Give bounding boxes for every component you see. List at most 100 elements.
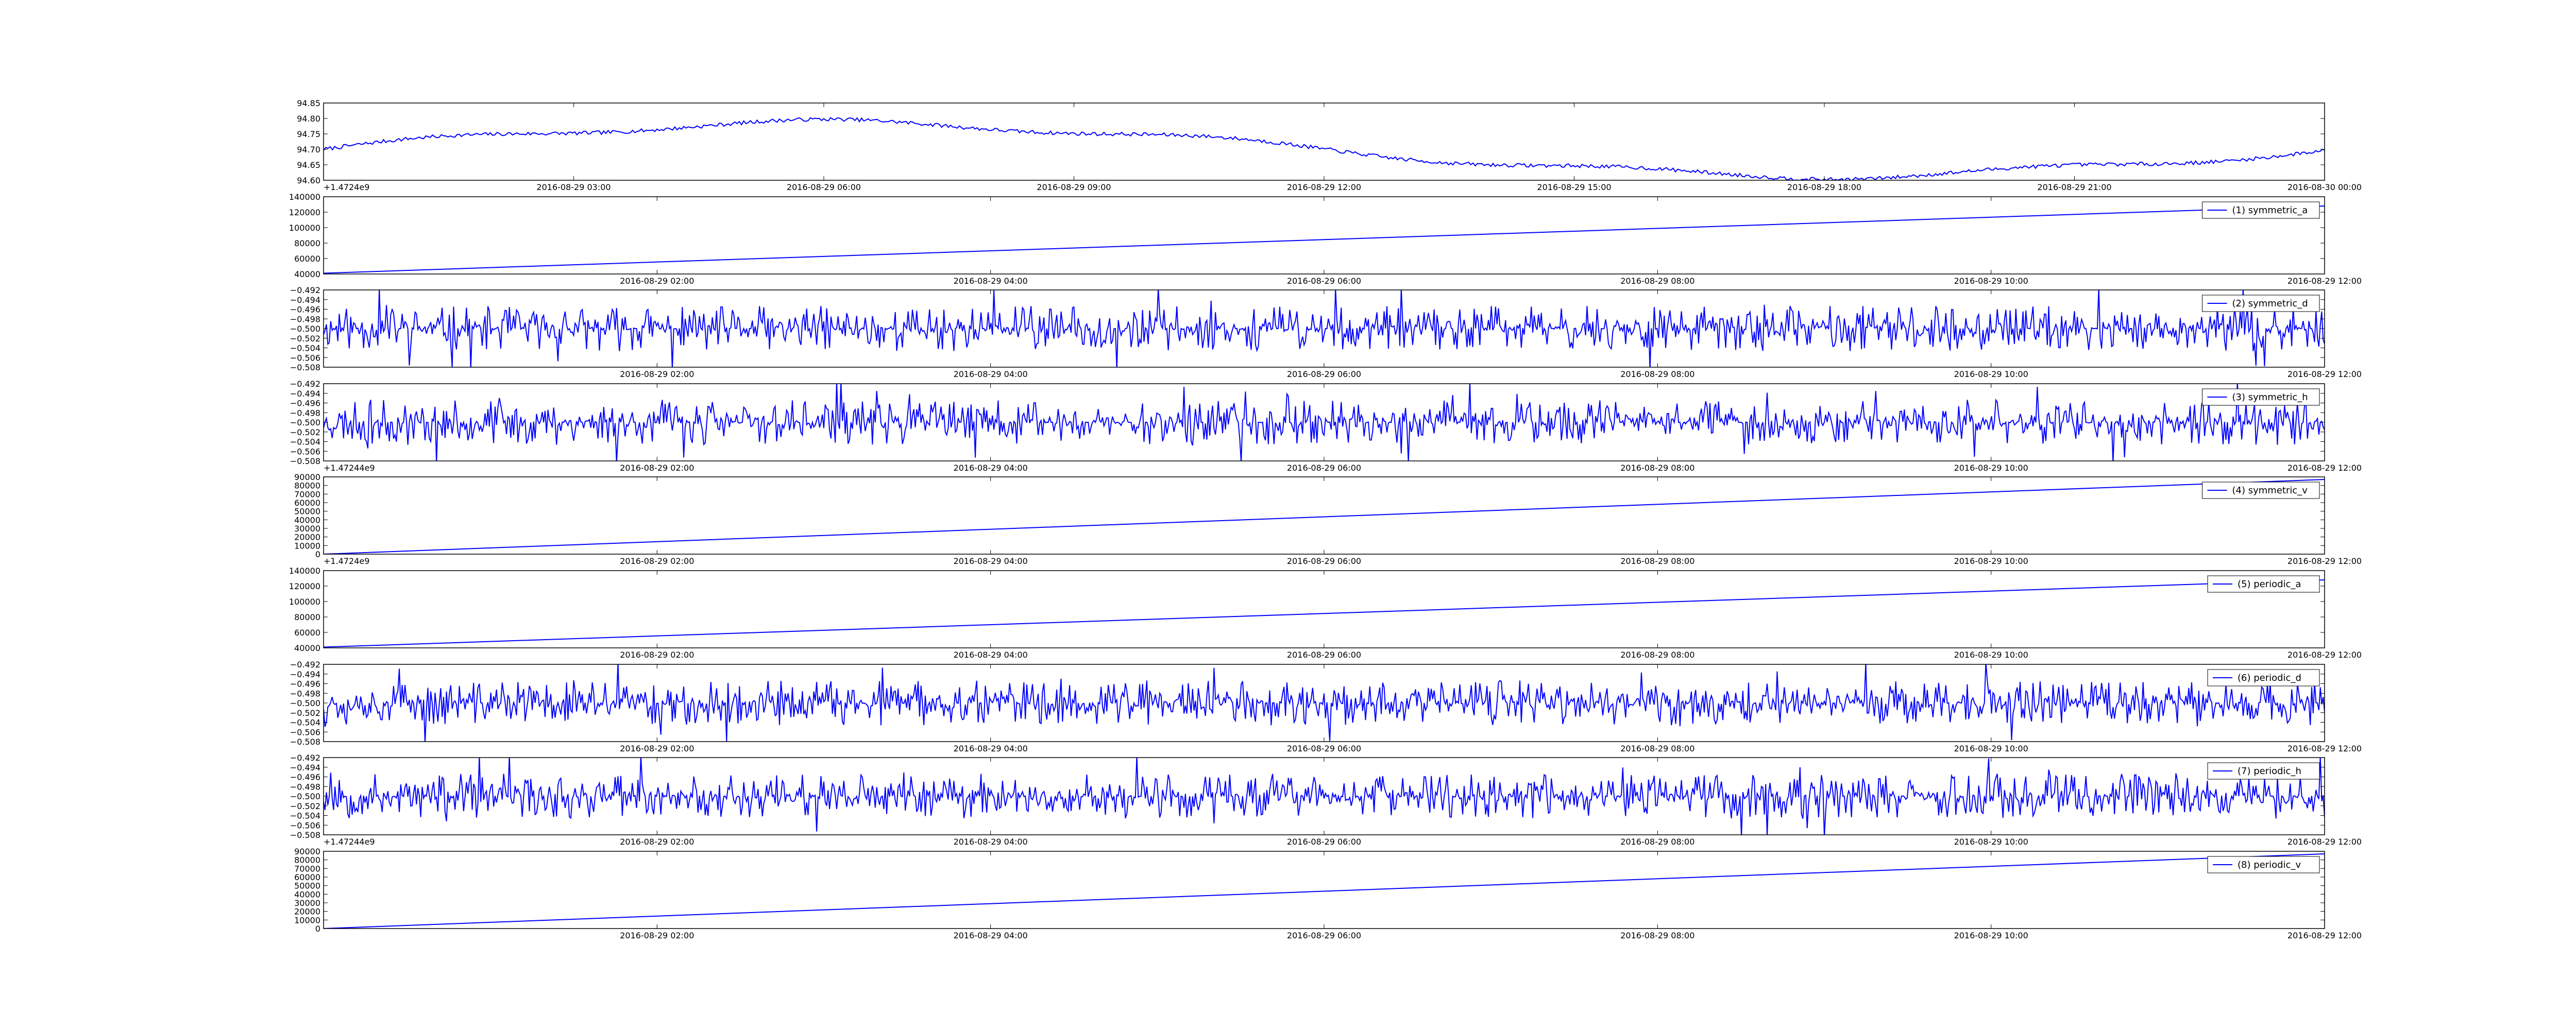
x-tick-label: 2016-08-29 15:00 [1537, 182, 1611, 192]
y-tick-label: 40000 [294, 643, 320, 653]
x-tick-label: 2016-08-29 10:00 [1954, 744, 2028, 753]
y-tick-label: −0.492 [290, 660, 320, 670]
x-tick-label: 2016-08-29 02:00 [620, 369, 694, 379]
y-tick-label: −0.492 [290, 379, 320, 389]
legend: (5) periodic_a [2207, 575, 2320, 593]
y-tick-label: 60000 [294, 872, 320, 882]
y-tick-label: −0.504 [290, 811, 320, 821]
y-tick-label: 60000 [294, 254, 320, 264]
x-tick-label: 2016-08-29 10:00 [1954, 369, 2028, 379]
series-line-6-1 [324, 579, 2325, 648]
y-tick-label: 40000 [294, 515, 320, 525]
x-tick-label: 2016-08-29 12:00 [2287, 556, 2362, 566]
subplot-8: −0.508−0.506−0.504−0.502−0.500−0.498−0.4… [290, 753, 2362, 847]
y-tick-label: 50000 [294, 881, 320, 891]
legend: (2) symmetric_d [2202, 295, 2320, 312]
series-line-8-1 [324, 758, 2325, 835]
series-line-4-1 [324, 384, 2325, 461]
x-tick-label: 2016-08-29 02:00 [620, 556, 694, 566]
axes-frame [323, 664, 2325, 742]
y-tick-label: 70000 [294, 864, 320, 873]
y-tick-label: −0.494 [290, 763, 320, 772]
y-tick-label: 60000 [294, 498, 320, 508]
y-tick-label: 140000 [289, 192, 320, 202]
legend: (4) symmetric_v [2202, 482, 2320, 499]
x-tick-label: 2016-08-29 12:00 [2287, 463, 2362, 473]
y-tick-label: 80000 [294, 481, 320, 491]
y-tick-label: 30000 [294, 524, 320, 534]
x-tick-label: 2016-08-29 06:00 [1287, 650, 1361, 660]
x-tick-label: 2016-08-29 08:00 [1620, 744, 1694, 753]
x-tick-label: 2016-08-29 08:00 [1620, 837, 1694, 847]
y-tick-label: 94.70 [297, 145, 320, 154]
y-tick-label: 94.65 [297, 160, 320, 170]
x-tick-label: 2016-08-29 02:00 [620, 650, 694, 660]
y-tick-label: −0.504 [290, 437, 320, 447]
x-tick-label: 2016-08-29 08:00 [1620, 276, 1694, 286]
series-line-3-1 [324, 290, 2325, 367]
x-offset-label: +1.47244e9 [324, 837, 375, 847]
legend-label: (2) symmetric_d [2232, 298, 2308, 309]
x-tick-label: 2016-08-29 06:00 [1287, 369, 1361, 379]
axes-frame [323, 570, 2325, 648]
x-tick-label: 2016-08-29 08:00 [1620, 369, 1694, 379]
subplot-1: 94.60 94.65 94.70 94.75 94.80 94.85 2016-08-29… [297, 98, 2362, 192]
x-offset-label: +1.4724e9 [324, 182, 369, 192]
y-tick-label: −0.492 [290, 753, 320, 763]
series-line-7-1 [324, 664, 2325, 742]
x-tick-label: 2016-08-29 03:00 [536, 182, 611, 192]
y-tick-label: 80000 [294, 855, 320, 865]
y-tick-label: −0.498 [290, 689, 320, 698]
y-tick-label: 40000 [294, 889, 320, 899]
y-tick-label: −0.498 [290, 314, 320, 324]
x-tick-label: 2016-08-29 09:00 [1037, 182, 1111, 192]
y-tick-label: 50000 [294, 507, 320, 517]
y-tick-label: −0.502 [290, 801, 320, 811]
x-tick-label: 2016-08-29 08:00 [1620, 463, 1694, 473]
y-tick-label: 20000 [294, 907, 320, 917]
x-tick-label: 2016-08-29 02:00 [620, 276, 694, 286]
y-tick-label: 120000 [289, 208, 320, 217]
legend-label: (6) periodic_d [2238, 673, 2301, 683]
x-tick-label: 2016-08-29 06:00 [1287, 463, 1361, 473]
x-tick-label: 2016-08-29 06:00 [1287, 837, 1361, 847]
subplot-9: 0100002000030000400005000060000700008000… [294, 847, 2362, 940]
y-tick-label: 0 [315, 924, 320, 934]
y-tick-label: 94.85 [297, 98, 320, 108]
x-tick-label: 2016-08-29 06:00 [1287, 276, 1361, 286]
x-tick-label: 2016-08-29 04:00 [954, 744, 1028, 753]
x-tick-label: 2016-08-29 12:00 [1287, 182, 1361, 192]
x-tick-label: 2016-08-29 08:00 [1620, 931, 1694, 940]
x-tick-label: 2016-08-29 10:00 [1954, 276, 2028, 286]
x-tick-label: 2016-08-29 02:00 [620, 463, 694, 473]
x-tick-label: 2016-08-29 06:00 [787, 182, 861, 192]
x-tick-label: 2016-08-29 12:00 [2287, 931, 2362, 940]
y-tick-label: 140000 [289, 566, 320, 576]
y-tick-label: −0.496 [290, 679, 320, 689]
y-tick-label: −0.508 [290, 363, 320, 372]
x-tick-label: 2016-08-29 10:00 [1954, 837, 2028, 847]
y-tick-label: −0.500 [290, 418, 320, 427]
series-line-2-1 [324, 205, 2325, 274]
y-tick-label: −0.506 [290, 353, 320, 363]
x-tick-label: 2016-08-29 10:00 [1954, 463, 2028, 473]
y-tick-label: −0.508 [290, 830, 320, 840]
x-tick-label: 2016-08-29 21:00 [2037, 182, 2111, 192]
x-tick-label: 2016-08-29 06:00 [1287, 556, 1361, 566]
y-tick-label: −0.496 [290, 399, 320, 408]
y-tick-label: 100000 [289, 597, 320, 607]
subplot-7: −0.508−0.506−0.504−0.502−0.500−0.498−0.4… [290, 660, 2362, 753]
x-tick-label: 2016-08-29 10:00 [1954, 650, 2028, 660]
y-tick-label: −0.504 [290, 718, 320, 728]
y-tick-label: 94.75 [297, 129, 320, 139]
legend-label: (7) periodic_h [2238, 766, 2301, 777]
y-tick-label: −0.500 [290, 698, 320, 708]
y-tick-label: −0.508 [290, 456, 320, 466]
x-tick-label: 2016-08-29 10:00 [1954, 931, 2028, 940]
x-tick-label: 2016-08-29 08:00 [1620, 650, 1694, 660]
x-tick-label: 2016-08-29 06:00 [1287, 931, 1361, 940]
y-tick-label: 90000 [294, 472, 320, 482]
y-tick-label: −0.506 [290, 820, 320, 830]
y-tick-label: 70000 [294, 489, 320, 499]
